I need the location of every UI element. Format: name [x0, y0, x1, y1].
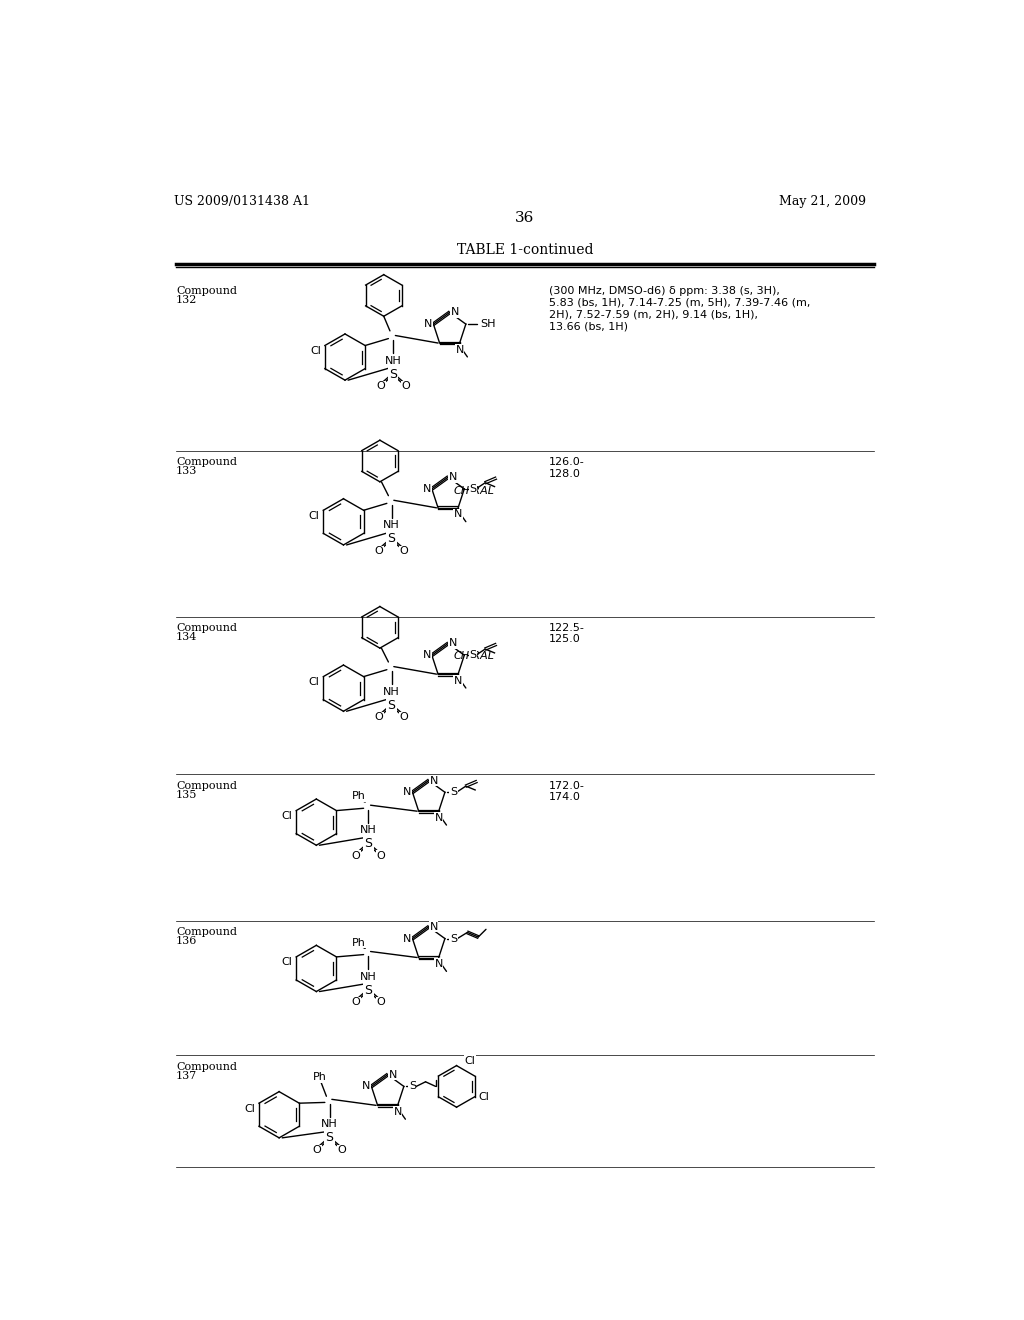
Text: N: N: [423, 651, 431, 660]
Text: O: O: [312, 1146, 322, 1155]
Text: O: O: [376, 381, 385, 391]
Text: Compound: Compound: [176, 780, 237, 791]
Text: O: O: [376, 851, 385, 861]
Text: (300 MHz, DMSO-d6) δ ppm: 3.38 (s, 3H),
5.83 (bs, 1H), 7.14-7.25 (m, 5H), 7.39-7: (300 MHz, DMSO-d6) δ ppm: 3.38 (s, 3H), …: [549, 286, 810, 331]
Text: 132: 132: [176, 296, 198, 305]
Text: Cl: Cl: [308, 511, 319, 520]
Text: Cl: Cl: [478, 1092, 489, 1102]
Text: Cl: Cl: [310, 346, 321, 356]
Text: N: N: [429, 776, 438, 785]
Text: N: N: [424, 319, 432, 329]
Text: S: S: [365, 983, 373, 997]
Text: CHIRAL: CHIRAL: [454, 651, 495, 661]
Text: O: O: [351, 851, 360, 861]
Text: O: O: [399, 713, 409, 722]
Text: 172.0-
174.0: 172.0- 174.0: [549, 780, 585, 803]
Text: SH: SH: [480, 319, 496, 329]
Text: N: N: [454, 510, 462, 519]
Text: N: N: [454, 676, 462, 685]
Text: N: N: [362, 1081, 371, 1092]
Text: Cl: Cl: [282, 957, 292, 968]
Text: S: S: [387, 698, 395, 711]
Text: N: N: [451, 308, 459, 317]
Text: S: S: [469, 484, 476, 494]
Text: 136: 136: [176, 936, 198, 946]
Text: Compound: Compound: [176, 457, 237, 467]
Text: S: S: [326, 1131, 334, 1144]
Text: O: O: [338, 1146, 346, 1155]
Text: N: N: [393, 1107, 401, 1117]
Text: N: N: [434, 960, 443, 969]
Text: Ph: Ph: [313, 1072, 327, 1082]
Text: 122.5-
125.0: 122.5- 125.0: [549, 623, 585, 644]
Text: Compound: Compound: [176, 1061, 237, 1072]
Text: N: N: [449, 473, 458, 482]
Text: N: N: [388, 1069, 396, 1080]
Text: NH: NH: [322, 1119, 338, 1130]
Text: Compound: Compound: [176, 623, 237, 632]
Text: Cl: Cl: [245, 1104, 255, 1114]
Text: O: O: [351, 998, 360, 1007]
Text: N: N: [434, 813, 443, 822]
Text: Cl: Cl: [282, 810, 292, 821]
Text: N: N: [403, 787, 412, 797]
Text: 133: 133: [176, 466, 198, 477]
Text: Compound: Compound: [176, 286, 237, 296]
Text: N: N: [449, 639, 458, 648]
Text: CHIRAL: CHIRAL: [454, 486, 495, 495]
Text: S: S: [389, 367, 397, 380]
Text: N: N: [429, 921, 438, 932]
Text: S: S: [409, 1081, 416, 1092]
Text: NH: NH: [383, 686, 400, 697]
Text: O: O: [376, 998, 385, 1007]
Text: O: O: [375, 546, 383, 556]
Text: Cl: Cl: [464, 1056, 475, 1067]
Text: S: S: [450, 933, 457, 944]
Text: O: O: [375, 713, 383, 722]
Text: O: O: [401, 381, 410, 391]
Text: S: S: [469, 651, 476, 660]
Text: 134: 134: [176, 632, 198, 642]
Text: 135: 135: [176, 789, 198, 800]
Text: Ph: Ph: [352, 792, 366, 801]
Text: N: N: [423, 484, 431, 494]
Text: May 21, 2009: May 21, 2009: [779, 195, 866, 209]
Text: Ph: Ph: [352, 937, 366, 948]
Text: US 2009/0131438 A1: US 2009/0131438 A1: [174, 195, 310, 209]
Text: O: O: [399, 546, 409, 556]
Text: 137: 137: [176, 1071, 198, 1081]
Text: N: N: [403, 933, 412, 944]
Text: N: N: [456, 345, 464, 355]
Text: NH: NH: [359, 972, 377, 982]
Text: NH: NH: [383, 520, 400, 531]
Text: 36: 36: [515, 211, 535, 224]
Text: S: S: [365, 837, 373, 850]
Text: NH: NH: [359, 825, 377, 836]
Text: S: S: [387, 532, 395, 545]
Text: NH: NH: [385, 355, 401, 366]
Text: TABLE 1-continued: TABLE 1-continued: [457, 243, 593, 257]
Text: Cl: Cl: [308, 677, 319, 686]
Text: S: S: [450, 787, 457, 797]
Text: 126.0-
128.0: 126.0- 128.0: [549, 457, 585, 479]
Text: Compound: Compound: [176, 927, 237, 937]
